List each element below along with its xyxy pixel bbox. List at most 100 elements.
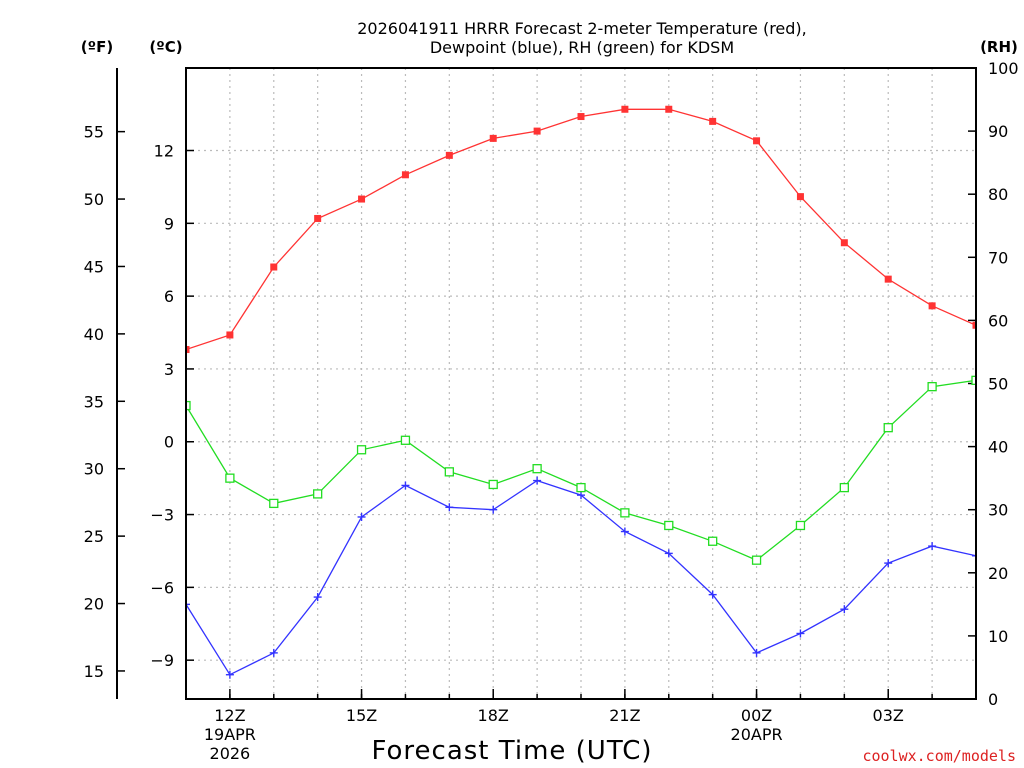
dewpoint-point <box>401 481 410 490</box>
dewpoint-point <box>577 491 585 500</box>
2-meter-temperature-point <box>489 134 497 142</box>
2-meter-temperature-point <box>577 113 585 121</box>
celsius-tick-label: 9 <box>164 214 174 233</box>
rh-tick-label: 40 <box>988 438 1008 457</box>
2-meter-temperature-point <box>358 195 366 203</box>
series-layer <box>186 105 976 679</box>
rh-point <box>795 520 806 531</box>
2-meter-temperature-point <box>884 275 892 283</box>
celsius-tick-label: −3 <box>150 506 174 525</box>
dewpoint-point <box>225 670 234 679</box>
2-meter-temperature-point <box>753 137 761 145</box>
dewpoint-point <box>533 476 542 485</box>
dewpoint-point <box>708 590 717 599</box>
2-meter-temperature-point <box>226 331 234 339</box>
rh-point <box>620 508 630 518</box>
2-meter-temperature-point <box>270 263 278 271</box>
rh-point <box>883 423 893 433</box>
time-tick-label: 18Z <box>478 706 509 725</box>
time-tick-label: 20APR <box>731 725 783 744</box>
fahrenheit-tick-label: 55 <box>84 123 104 142</box>
fahrenheit-tick-label: 40 <box>84 325 104 344</box>
2-meter-temperature-point <box>533 127 541 135</box>
rh-point <box>839 482 849 493</box>
rh-tick-label: 20 <box>988 564 1008 583</box>
series-2-meter-temperature <box>186 105 976 354</box>
rh-point <box>532 464 542 474</box>
rh-point <box>927 382 937 392</box>
rh-point <box>186 400 191 411</box>
2-meter-temperature-point <box>972 321 976 329</box>
2-meter-temperature-point <box>840 239 848 247</box>
rh-tick-label: 0 <box>988 690 998 709</box>
time-tick-label: 21Z <box>609 706 640 725</box>
chart-title-line2: Dewpoint (blue), RH (green) for KDSM <box>430 38 734 57</box>
2-meter-temperature-line <box>186 108 976 351</box>
2-meter-temperature-point <box>796 193 804 201</box>
fahrenheit-tick-label: 30 <box>84 460 104 479</box>
2-meter-temperature-point <box>445 151 453 159</box>
rh-tick-label: 10 <box>988 627 1008 646</box>
rh-tick-label: 80 <box>988 185 1008 204</box>
celsius-tick-label: 0 <box>164 433 174 452</box>
2-meter-temperature-point <box>665 105 673 113</box>
rh-point <box>269 498 279 509</box>
dewpoint-point <box>972 551 976 560</box>
celsius-axis: −9 −6 −3 0 3 6 9 12 <box>150 142 194 670</box>
fahrenheit-tick-label: 15 <box>84 662 104 681</box>
rh-tick-label: 70 <box>988 248 1008 267</box>
rh-point <box>708 536 718 546</box>
2-meter-temperature-point <box>709 117 717 125</box>
rh-point <box>313 489 323 499</box>
rh-tick-label: 60 <box>988 311 1008 330</box>
time-tick-label: 03Z <box>873 706 904 725</box>
rh-tick-label: 100 <box>988 59 1019 78</box>
2-meter-temperature-point <box>186 346 190 354</box>
time-tick-label: 19APR <box>204 725 256 744</box>
fahrenheit-axis: 15 20 25 30 35 40 45 50 55 <box>84 123 125 681</box>
rh-point <box>751 555 762 565</box>
rh-tick-label: 30 <box>988 501 1008 520</box>
watermark: coolwx.com/models <box>862 747 1016 765</box>
dewpoint-point <box>489 505 498 514</box>
rh-point <box>576 482 586 493</box>
dewpoint-point <box>664 549 673 558</box>
rh-point <box>400 435 411 445</box>
plot-frame <box>185 67 977 700</box>
fahrenheit-tick-label: 50 <box>84 190 104 209</box>
chart-title-line1: 2026041911 HRRR Forecast 2-meter Tempera… <box>357 19 807 38</box>
dewpoint-point <box>357 512 366 521</box>
fahrenheit-tick-label: 20 <box>84 595 104 614</box>
time-tick-label: 2026 <box>210 744 251 763</box>
rh-point <box>664 520 674 531</box>
dewpoint-point <box>884 559 893 568</box>
rh-unit-label: (RH) <box>980 38 1018 56</box>
2-meter-temperature-point <box>621 105 629 113</box>
celsius-unit-label: (ºC) <box>149 38 182 56</box>
rh-point <box>488 479 498 490</box>
time-tick-label: 00Z <box>741 706 772 725</box>
fahrenheit-tick-label: 25 <box>84 527 104 546</box>
rh-point <box>356 445 367 455</box>
celsius-tick-label: −9 <box>150 651 174 670</box>
2-meter-temperature-point <box>401 171 409 179</box>
dewpoint-point <box>620 527 629 536</box>
celsius-tick-label: −6 <box>150 578 174 597</box>
rh-tick-label: 90 <box>988 122 1008 141</box>
dewpoint-point <box>928 542 937 551</box>
dewpoint-point <box>313 593 322 602</box>
series-dewpoint <box>186 476 976 679</box>
dewpoint-point <box>445 503 454 512</box>
x-axis-title: Forecast Time (UTC) <box>371 736 652 766</box>
fahrenheit-tick-label: 45 <box>84 257 104 276</box>
rh-point <box>971 375 976 385</box>
rh-point <box>225 473 235 483</box>
rh-point <box>444 467 454 477</box>
celsius-tick-label: 12 <box>154 142 174 161</box>
celsius-tick-label: 6 <box>164 287 174 306</box>
dewpoint-point <box>752 648 761 657</box>
time-tick-label: 15Z <box>346 706 377 725</box>
fahrenheit-tick-label: 35 <box>84 392 104 411</box>
